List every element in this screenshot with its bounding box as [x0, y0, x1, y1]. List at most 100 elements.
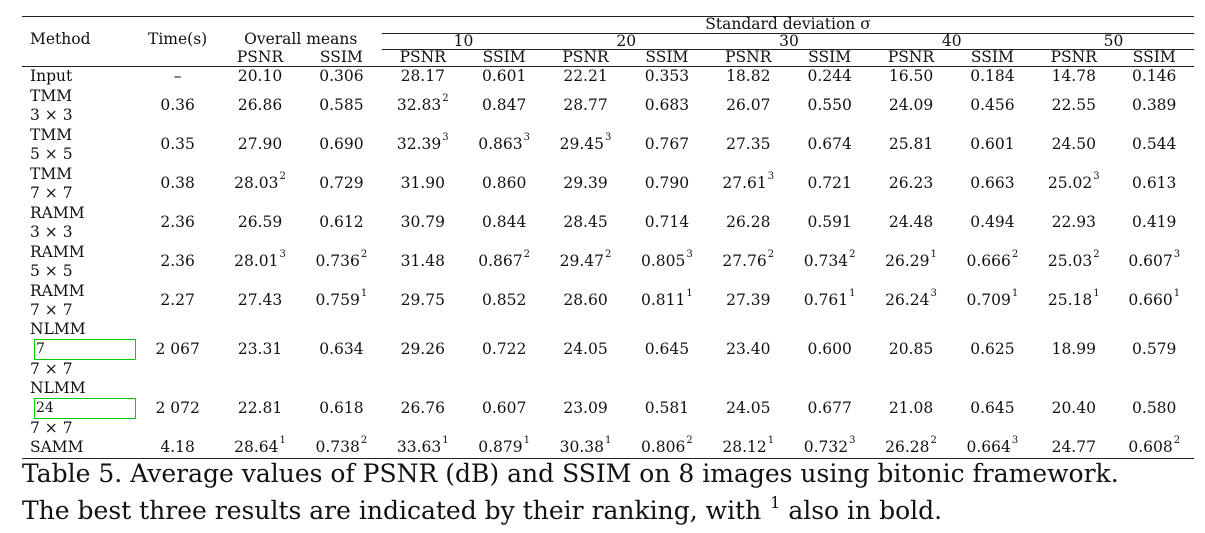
header-overall-means: Overall means [219, 16, 383, 50]
ssim-cell: 0.456 [952, 86, 1033, 125]
rank-superscript: 1 [930, 248, 937, 260]
psnr-cell: 30.79 [382, 203, 463, 242]
ssim-cell: 0.585 [301, 86, 382, 125]
cell-value: 0.613 [1132, 173, 1177, 192]
cell-value: 0.734 [803, 251, 849, 270]
psnr-cell: 28.77 [545, 86, 626, 125]
ssim-cell: 0.419 [1114, 203, 1194, 242]
cell-value: 30.38 [559, 438, 605, 456]
results-table: Method Time(s) Overall means Standard de… [22, 16, 1194, 459]
header-ssim: SSIM [970, 48, 1014, 66]
cell-value: 0.580 [1132, 398, 1177, 417]
cell-value: 0.585 [319, 95, 364, 114]
psnr-cell: 26.282 [870, 436, 952, 459]
cell-value: 26.23 [888, 173, 934, 192]
caption-rank-superscript: 1 [770, 493, 781, 512]
ssim-cell: 0.8633 [463, 125, 544, 164]
cell-value: 0.790 [644, 173, 690, 192]
header-time: Time(s) [135, 16, 220, 50]
method-cell: Input [22, 65, 136, 86]
citation-link[interactable]: 7 [34, 339, 136, 360]
ssim-cell: 0.767 [626, 125, 707, 164]
cell-value: 26.28 [726, 212, 771, 231]
rank-superscript: 1 [1093, 287, 1100, 299]
cell-value: 31.48 [400, 251, 445, 270]
psnr-cell: 29.453 [545, 125, 626, 164]
cell-value: 0.677 [807, 398, 852, 417]
caption-line-2-start: The best three results are indicated by … [22, 496, 762, 525]
cell-value: 29.26 [400, 339, 445, 358]
psnr-cell: 28.121 [707, 435, 789, 459]
header-sigma-20: 20 [544, 33, 708, 50]
ssim-cell: 0.591 [789, 203, 870, 242]
ssim-cell: 0.860 [463, 164, 544, 203]
method-window-size: 7 × 7 [30, 183, 73, 202]
psnr-cell: 18.99 [1033, 320, 1114, 379]
psnr-cell: 33.631 [382, 436, 464, 459]
psnr-cell: 31.48 [382, 242, 463, 281]
cell-value: 24.77 [1051, 438, 1096, 456]
psnr-cell: 24.09 [870, 86, 951, 125]
ssim-cell: 0.146 [1114, 65, 1194, 86]
method-cell: NLMM 24 7 × 7 [22, 379, 136, 438]
ssim-cell: 0.634 [301, 320, 382, 379]
ssim-cell: 0.790 [626, 164, 707, 203]
citation-link[interactable]: 24 [34, 398, 136, 419]
cell-value: 32.39 [396, 134, 442, 153]
cell-value: 30.79 [400, 212, 445, 231]
psnr-cell: 27.35 [708, 125, 789, 164]
ssim-cell: 0.612 [301, 203, 382, 242]
cell-value: 0.852 [481, 290, 527, 309]
cell-value: 0.690 [319, 134, 364, 153]
ssim-cell: 0.721 [789, 164, 870, 203]
table-row: Input –20.10 0.306 28.17 0.601 22.21 0.353 18.8… [22, 65, 1194, 86]
psnr-cell: 24.77 [1033, 438, 1115, 459]
ssim-cell: 0.8053 [626, 242, 707, 281]
cell-value: 25.81 [888, 134, 934, 153]
cell-value: 24.05 [563, 339, 608, 358]
ssim-cell: 0.8111 [626, 281, 707, 320]
ssim-cell: 0.847 [463, 86, 544, 125]
rank-superscript: 1 [767, 435, 775, 446]
rank-superscript: 3 [1173, 248, 1181, 260]
cell-value: 0.645 [644, 339, 690, 358]
method-name: RAMM [30, 281, 85, 300]
cell-value: 22.55 [1051, 95, 1096, 114]
cell-value: 0.736 [315, 251, 360, 270]
cell-value: 28.03 [234, 173, 279, 192]
ssim-cell: 0.674 [789, 125, 870, 164]
psnr-cell: 20.10 [219, 65, 301, 86]
method-window-size: 5 × 5 [30, 261, 73, 280]
cell-value: 18.99 [1051, 339, 1096, 358]
ssim-cell: 0.7362 [301, 242, 382, 281]
ssim-cell: 0.7091 [952, 281, 1033, 320]
psnr-cell: 26.76 [382, 379, 463, 438]
cell-value: 0.738 [315, 438, 360, 456]
ssim-cell: 0.7342 [789, 242, 870, 281]
rank-superscript: 3 [279, 248, 286, 260]
ssim-cell: 0.579 [1114, 320, 1194, 379]
header-psnr: PSNR [562, 48, 609, 66]
ssim-cell: 0.8791 [463, 436, 545, 459]
psnr-cell: 31.90 [382, 164, 463, 203]
rank-superscript: 2 [360, 248, 368, 260]
ssim-cell: 0.550 [789, 86, 870, 125]
header-standard-deviation: Standard deviation σ [382, 16, 1194, 34]
psnr-cell: 23.31 [219, 320, 300, 379]
time-cell: 0.38 [160, 173, 195, 192]
rank-superscript: 1 [360, 287, 368, 299]
ssim-cell: 0.601 [952, 125, 1033, 164]
method-name: TMM [30, 164, 73, 183]
time-cell: 0.36 [160, 95, 195, 114]
table-row: RAMM 3 × 3 2.36 26.59 0.612 30.79 0.844 28.45 0.… [22, 203, 1194, 242]
method-name: RAMM [30, 242, 85, 261]
cell-value: 0.761 [803, 290, 849, 309]
ssim-cell: 0.353 [626, 65, 708, 86]
cell-value: 0.634 [319, 339, 364, 358]
psnr-cell: 29.75 [382, 281, 463, 320]
header-psnr: PSNR [1050, 48, 1097, 66]
cell-value: 0.732 [803, 438, 849, 456]
ssim-cell: 0.618 [301, 379, 382, 438]
rank-superscript: 1 [1011, 287, 1019, 299]
psnr-cell: 25.023 [1033, 164, 1114, 203]
